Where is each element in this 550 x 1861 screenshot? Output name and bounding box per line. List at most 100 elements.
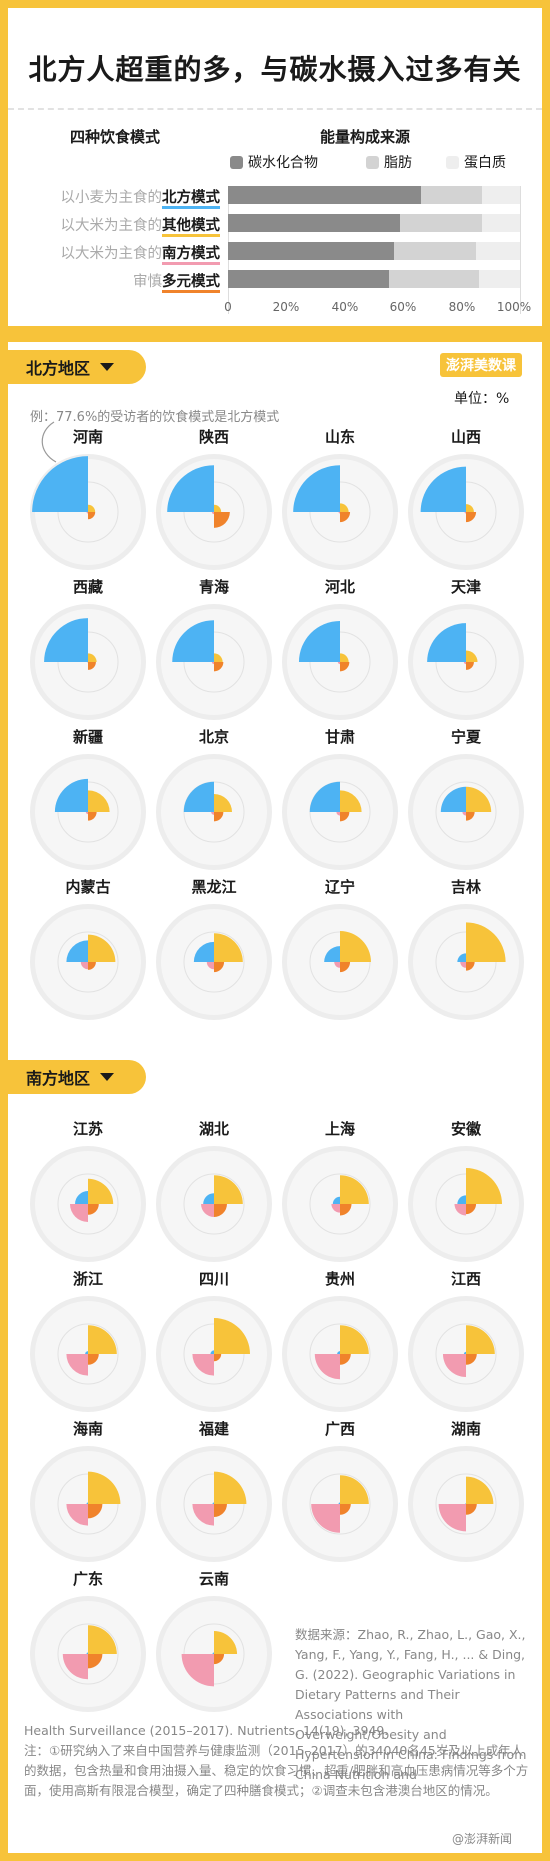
wedge-diverse [88, 962, 96, 970]
province-chart: 内蒙古 [25, 876, 151, 1026]
province-name: 北京 [198, 728, 229, 746]
wedge-north [85, 1351, 88, 1354]
example-pointer [41, 421, 57, 463]
province-chart: 西藏 [25, 576, 151, 726]
row-label-north: 以小麦为主食的北方模式 [60, 186, 220, 209]
province-chart: 广西 [277, 1418, 403, 1568]
wedge-diverse [88, 1654, 103, 1669]
wedge-other [340, 931, 371, 962]
wedge-north [463, 1351, 466, 1354]
wedge-south [211, 812, 214, 815]
bar-row [228, 242, 520, 260]
province-name: 安徽 [450, 1120, 481, 1138]
wedge-north [203, 1193, 214, 1204]
province-name: 吉林 [450, 878, 481, 896]
province-chart: 辽宁 [277, 876, 403, 1026]
wedge-other [466, 786, 492, 812]
quadrant-rose [408, 454, 524, 570]
wedge-other [340, 1475, 369, 1504]
row-prefix: 审慎 [133, 274, 162, 290]
quadrant-rose [156, 1296, 272, 1412]
quadrant-rose [30, 904, 146, 1020]
wedge-other [88, 790, 110, 812]
province-chart: 云南 [151, 1568, 277, 1718]
x-tick: 80% [448, 300, 476, 314]
row-prefix: 以小麦为主食的 [60, 190, 163, 206]
region-north-label[interactable]: 北方地区 [8, 350, 146, 384]
wedge-diverse [340, 1504, 351, 1515]
wedge-south [438, 1504, 466, 1532]
legend-fat-label: 脂肪 [384, 155, 412, 171]
quadrant-rose [282, 1296, 398, 1412]
quadrant-rose [30, 1296, 146, 1412]
wedge-other [340, 1325, 369, 1354]
row-mode: 多元模式 [162, 274, 220, 293]
x-tick: 100% [496, 300, 532, 314]
province-chart: 上海 [277, 1118, 403, 1268]
wedge-north [293, 465, 340, 512]
province-chart: 河南 [25, 426, 151, 576]
rose-gridline [309, 1473, 371, 1535]
province-chart: 山东 [277, 426, 403, 576]
wedge-other [214, 1318, 250, 1354]
quadrant-rose [156, 1596, 272, 1712]
wedge-diverse [340, 512, 351, 523]
legend-carb-swatch [230, 155, 243, 169]
wedge-south [334, 962, 340, 968]
province-name: 湖南 [450, 1420, 481, 1438]
wedge-north [309, 781, 340, 812]
wedge-other [214, 1630, 238, 1654]
bar-segment [400, 214, 483, 232]
wedge-north [167, 465, 214, 512]
wedge-other [88, 504, 96, 512]
page-title: 北方人超重的多，与碳水摄入过多有关 [28, 53, 522, 86]
wedge-north [86, 1502, 88, 1504]
province-chart: 福建 [151, 1418, 277, 1568]
province-chart: 陕西 [151, 426, 277, 576]
wedge-south [454, 1204, 466, 1216]
rose-gridline [435, 781, 497, 843]
province-name: 上海 [324, 1120, 355, 1138]
quadrant-rose [282, 1446, 398, 1562]
wedge-south [311, 1504, 340, 1533]
wedge-south [85, 812, 88, 815]
wedge-south [331, 1204, 340, 1213]
data-source-continued: Health Surveillance (2015–2017). Nutrien… [24, 1723, 389, 1738]
x-tick: 20% [272, 300, 300, 314]
wedge-other [214, 933, 243, 962]
wedge-north [193, 941, 214, 962]
wedge-south [201, 1204, 214, 1217]
wedge-north [183, 781, 214, 812]
province-chart: 浙江 [25, 1268, 151, 1418]
title-divider [8, 108, 542, 110]
wedge-north [212, 1502, 214, 1504]
province-name: 天津 [450, 578, 481, 596]
wedge-south [70, 1204, 88, 1222]
wedge-other [214, 794, 232, 812]
quadrant-rose [408, 754, 524, 870]
bar-segment [479, 270, 520, 288]
rose-gridline [309, 1173, 371, 1235]
wedge-diverse [214, 962, 225, 973]
wedge-diverse [88, 812, 97, 821]
footnote: 注：①研究纳入了来自中国营养与健康监测（2015–2017）的34040名45岁… [24, 1743, 529, 1798]
wedge-diverse [466, 1204, 477, 1215]
row-label-diverse: 审慎多元模式 [133, 270, 220, 293]
province-name: 广西 [324, 1420, 355, 1438]
wedge-other [88, 1325, 117, 1354]
quadrant-rose [408, 604, 524, 720]
quadrant-rose [408, 904, 524, 1020]
region-south-label[interactable]: 南方地区 [8, 1060, 146, 1094]
wedge-other [466, 650, 478, 662]
province-chart: 山西 [403, 426, 529, 576]
x-tick: 60% [389, 300, 417, 314]
quadrant-rose [156, 604, 272, 720]
example-note: 例：77.6%的受访者的饮食模式是北方模式 [30, 410, 280, 425]
wedge-other [466, 1168, 502, 1204]
region-north-text: 北方地区 [26, 359, 91, 378]
row-mode: 北方模式 [162, 190, 220, 209]
province-chart: 四川 [151, 1268, 277, 1418]
wedge-other [466, 1476, 494, 1504]
province-chart: 天津 [403, 576, 529, 726]
bar-segment [394, 242, 477, 260]
